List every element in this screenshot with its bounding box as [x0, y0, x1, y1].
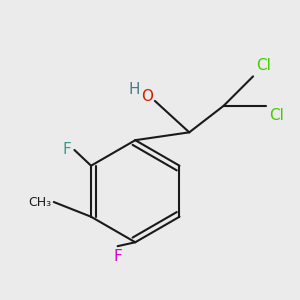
- Text: Cl: Cl: [269, 108, 284, 123]
- Text: CH₃: CH₃: [29, 196, 52, 208]
- Text: H: H: [129, 82, 140, 97]
- Text: O: O: [141, 88, 153, 104]
- Text: F: F: [113, 249, 122, 264]
- Text: Cl: Cl: [256, 58, 271, 74]
- Text: F: F: [63, 142, 71, 158]
